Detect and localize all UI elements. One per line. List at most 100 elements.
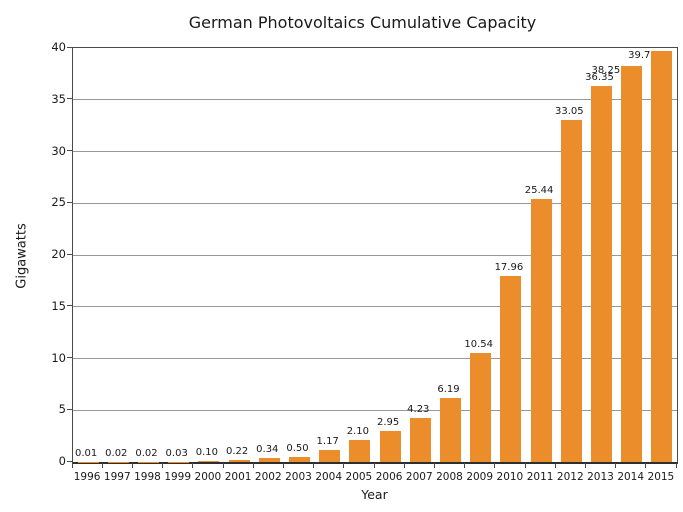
bar [379, 431, 401, 462]
x-tick-label: 1997 [103, 471, 131, 483]
bar-value-label: 0.03 [165, 447, 188, 459]
y-tick-label: 25 [51, 195, 66, 210]
y-gridline [73, 151, 677, 152]
bar [198, 460, 220, 462]
x-tick-label: 2006 [375, 471, 403, 483]
x-tick-label: 2012 [556, 471, 584, 483]
bar-value-label: 4.23 [407, 404, 430, 416]
x-tick-mark [645, 463, 647, 468]
x-axis-label: Year [361, 487, 388, 502]
x-tick-mark [433, 463, 435, 468]
x-tick-mark [373, 463, 375, 468]
y-tick-mark [67, 460, 72, 462]
x-tick-label: 2009 [466, 471, 494, 483]
x-tick-mark [554, 463, 556, 468]
x-tick-label: 1996 [73, 471, 101, 483]
bar [258, 458, 280, 462]
y-tick-mark [67, 201, 72, 203]
chart-title: German Photovoltaics Cumulative Capacity [188, 13, 537, 32]
bar [591, 85, 612, 462]
bar [651, 51, 673, 462]
x-tick-label: 2001 [224, 471, 252, 483]
y-gridline [73, 202, 677, 204]
bar-value-label: 0.22 [225, 445, 249, 457]
y-tick-label: 30 [51, 143, 66, 158]
bar [228, 459, 250, 462]
x-tick-label: 2000 [194, 471, 222, 483]
y-tick-label: 15 [51, 298, 66, 313]
bar-value-label: 25.44 [524, 184, 554, 196]
y-tick-mark [67, 150, 72, 151]
bar-value-label: 10.54 [464, 338, 493, 350]
y-gridline [73, 409, 677, 411]
x-tick-mark [343, 463, 345, 468]
x-tick-mark [313, 463, 315, 468]
y-tick-label: 40 [51, 40, 66, 54]
bar [560, 119, 582, 462]
bar-value-label: 17.96 [494, 262, 524, 274]
bar [530, 198, 552, 462]
y-tick-label: 10 [51, 350, 66, 365]
x-tick-mark [101, 463, 103, 468]
x-tick-mark [675, 463, 677, 468]
bar-value-label: 2.95 [376, 417, 400, 429]
x-tick-mark [222, 463, 224, 468]
y-tick-mark [67, 357, 72, 358]
plot-area: 0.01 0.02 0.02 0.03 0.10 0.22 0.34 0.50 1.17 2.10… [72, 47, 678, 464]
y-tick-label: 0 [58, 454, 66, 468]
x-tick-label: 2004 [315, 471, 343, 483]
x-tick-label: 2003 [285, 471, 312, 483]
y-tick-label: 20 [51, 247, 66, 261]
x-tick-label: 2014 [617, 471, 645, 483]
y-gridline [73, 306, 677, 308]
bar-value-label: 0.34 [256, 444, 279, 456]
x-tick-mark [71, 463, 73, 468]
x-tick-mark [131, 463, 133, 468]
x-tick-mark [162, 463, 164, 468]
bar [319, 449, 341, 462]
x-tick-mark [403, 463, 405, 468]
x-tick-label: 2005 [345, 471, 373, 483]
bar [409, 418, 431, 462]
x-tick-mark [192, 463, 194, 468]
x-tick-label: 2007 [405, 471, 433, 483]
bar [470, 352, 492, 462]
y-gridline [73, 358, 677, 359]
y-tick-label: 35 [51, 91, 66, 106]
x-tick-mark [464, 463, 466, 468]
x-tick-label: 1999 [164, 471, 192, 483]
x-tick-label: 2008 [436, 471, 463, 483]
bar [621, 66, 643, 462]
bar-value-label: 39.7 [628, 50, 651, 62]
bar-value-label: 0.01 [74, 447, 98, 459]
bar-value-label: 38.25 [591, 65, 621, 77]
x-tick-label: 2011 [526, 471, 554, 483]
bar [349, 440, 371, 462]
bar-value-label: 33.05 [554, 105, 584, 117]
bar-value-label: 0.02 [135, 447, 158, 459]
bar-value-label: 0.10 [195, 446, 219, 458]
y-tick-mark [67, 408, 72, 410]
x-tick-label: 2010 [496, 471, 524, 483]
y-gridline [73, 99, 677, 101]
x-tick-mark [615, 463, 617, 468]
bar-value-label: 36.35 [585, 71, 614, 83]
x-tick-label: 2015 [647, 471, 675, 483]
x-tick-mark [584, 463, 586, 468]
bar-value-label: 6.19 [437, 383, 460, 395]
y-tick-label: 5 [58, 402, 66, 417]
bar-value-label: 0.50 [286, 442, 309, 454]
bar-value-label: 2.10 [346, 426, 370, 438]
y-tick-mark [67, 305, 72, 307]
x-tick-mark [282, 463, 284, 468]
x-tick-mark [494, 463, 496, 468]
y-tick-mark [67, 253, 72, 255]
bar [500, 276, 522, 462]
y-tick-mark [67, 98, 72, 100]
bar-value-label: 1.17 [316, 435, 339, 447]
bar-value-label: 0.02 [105, 447, 128, 459]
y-tick-mark [67, 46, 72, 48]
bar [289, 456, 310, 462]
x-tick-label: 2013 [587, 471, 614, 483]
